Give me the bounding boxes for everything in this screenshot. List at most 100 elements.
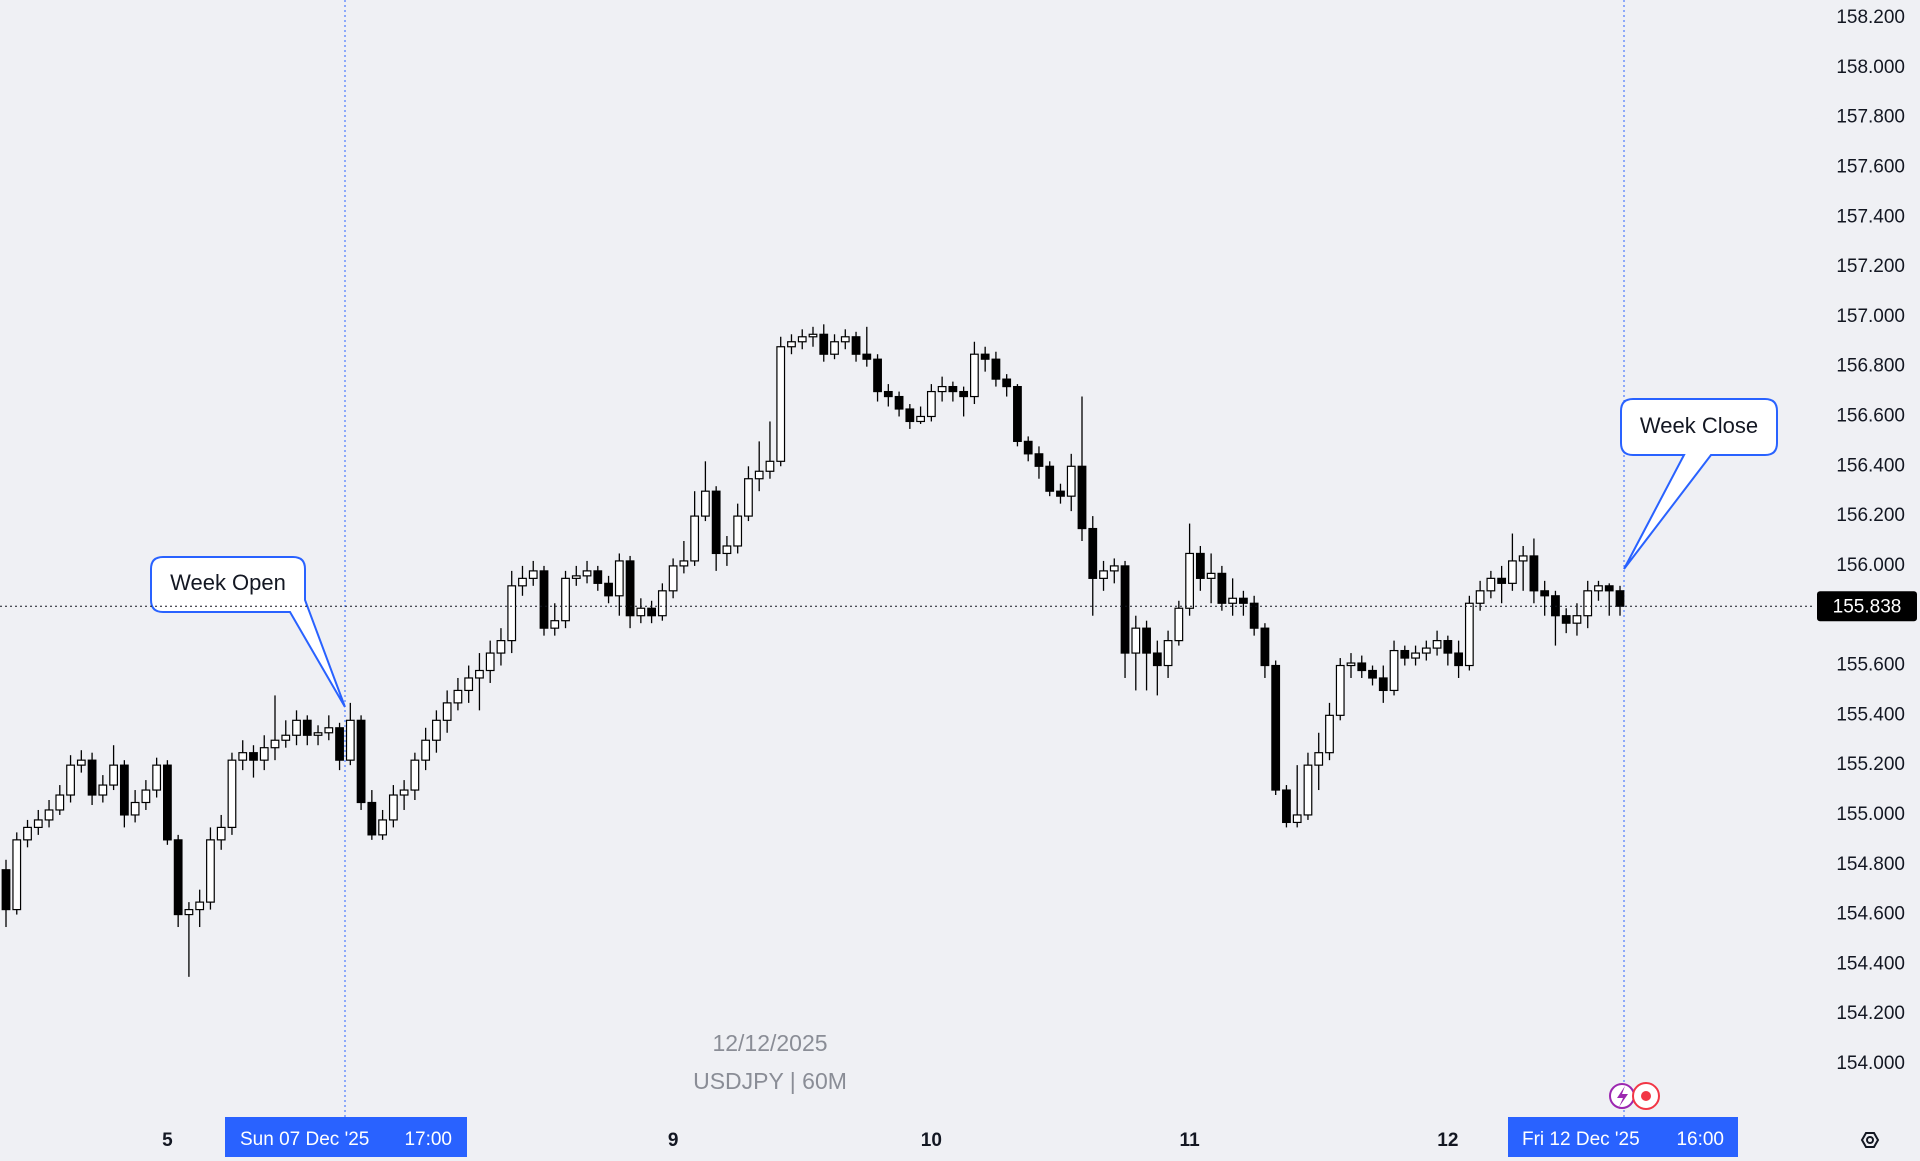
y-tick-label: 156.800 [1836,356,1905,377]
candle-body [679,560,689,567]
candle-body [270,739,280,749]
candle-body [1432,640,1442,649]
candle-body [550,620,560,629]
watermark-date: 12/12/2025 [712,1030,827,1056]
candle-body [959,390,969,398]
candle-body [1454,652,1464,667]
y-tick-label: 157.400 [1836,206,1905,227]
candle-body [647,607,656,617]
candle-body [496,640,506,654]
callout-text: Week Close [1640,413,1758,438]
candle-body [163,764,172,841]
candle-body [657,590,667,617]
candle-body [808,333,818,338]
candle-body [851,336,861,355]
candle-body [1131,627,1141,654]
y-tick-label: 156.600 [1836,405,1905,426]
candle-body [883,390,893,398]
candle-body [873,358,882,393]
candle-body [109,764,119,786]
candle-body [668,565,678,592]
candle-body [1378,677,1388,692]
candle-body [625,560,635,617]
candle-body [614,560,624,597]
candle-body [1206,572,1216,579]
callout-text: Week Open [170,570,286,595]
candle-body [453,689,463,704]
candle-body [1368,669,1377,679]
y-tick-label: 154.600 [1836,904,1905,925]
y-tick-label: 158.200 [1836,7,1905,28]
candle-body [1120,565,1130,654]
candle-body [1400,649,1410,659]
callout-box[interactable] [1620,398,1778,570]
y-tick-label: 156.000 [1836,555,1905,576]
candle-body [1174,607,1184,642]
y-tick-label: 154.000 [1836,1053,1905,1074]
candle-body [66,764,75,796]
candle-body [130,801,140,816]
candle-body [1,869,11,911]
candle-body [1604,585,1614,592]
candle-body [1228,597,1238,604]
crosshair-time: 16:00 [1676,1129,1724,1150]
candle-body [259,747,269,761]
candle-body [464,677,474,692]
candle-body [1185,552,1195,609]
candle-body [754,470,764,480]
candle-body [1540,590,1550,597]
candle-body [33,819,43,829]
x-tick-label: 11 [1180,1130,1201,1151]
candle-body [797,336,807,343]
candle-body [776,346,786,462]
candle-body [948,385,958,393]
x-tick-label: 9 [668,1130,679,1151]
y-tick-label: 158.000 [1836,57,1905,78]
candle-body [690,515,700,562]
candle-body [1077,465,1087,530]
candle-body [23,826,32,841]
candle-body [1421,647,1431,654]
candle-body [119,764,129,816]
callout-box[interactable] [150,556,346,708]
candle-body [507,585,517,642]
candle-body [302,719,312,736]
y-tick-label: 157.200 [1836,256,1905,277]
watermark-symbol: USDJPY | 60M [693,1068,847,1094]
candle-body [1066,465,1076,497]
candle-body [410,759,420,791]
candle-body [227,759,237,829]
candle-body [1249,602,1259,629]
x-tick-label: 5 [162,1130,173,1151]
candle-body [539,570,549,629]
crosshair-time-box [1508,1117,1738,1157]
candle-body [905,408,915,423]
candle-body [1045,465,1055,492]
candle-body [528,570,538,579]
candle-body [399,789,409,796]
y-tick-label: 157.600 [1836,156,1905,177]
candle-body [1034,453,1044,467]
candle-body [1561,615,1571,624]
x-tick-label: 12 [1437,1130,1458,1151]
candle-body [1292,814,1302,824]
candle-body [1013,385,1022,442]
candle-body [475,669,484,679]
candle-body [206,839,215,903]
candle-body [894,395,904,410]
candle-body [1615,590,1625,607]
candle-body [582,570,592,577]
candle-body [744,478,753,517]
settings-icon[interactable] [1860,1132,1880,1148]
candle-body [335,727,344,761]
candle-body [1325,714,1334,754]
candle-body [195,901,205,911]
settings-icon-center [1866,1136,1874,1144]
candle-body [216,826,226,841]
candle-body [249,752,258,761]
candle-body [711,490,721,555]
candle-body [1271,664,1281,791]
candle-body [1109,565,1119,572]
crosshair-time-box [225,1117,467,1157]
